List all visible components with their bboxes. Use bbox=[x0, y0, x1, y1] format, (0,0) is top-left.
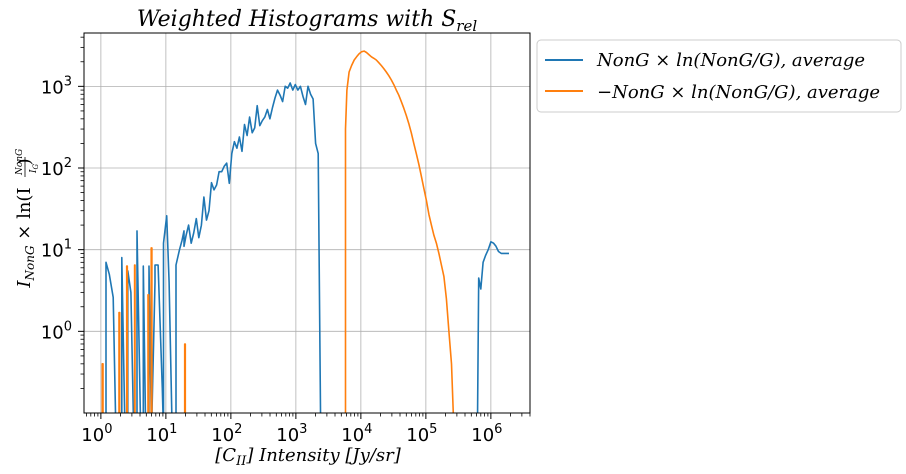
x-tick-label: 101 bbox=[146, 422, 177, 446]
svg-text:INonG × ln(I): INonG × ln(I) bbox=[14, 158, 37, 288]
y-tick-label: 102 bbox=[41, 156, 72, 180]
x-axis: 100 101 102 103 104 105 106 bbox=[81, 413, 531, 446]
grid bbox=[84, 33, 530, 413]
x-tick-label: 103 bbox=[276, 422, 307, 446]
legend: NonG × ln(NonG/G), average −NonG × ln(No… bbox=[536, 39, 902, 113]
chart-title: Weighted Histograms with Srel bbox=[137, 7, 478, 35]
series-line-1 bbox=[101, 50, 455, 413]
legend-box bbox=[536, 39, 902, 113]
svg-text:NonG: NonG bbox=[15, 149, 25, 176]
series-layer bbox=[101, 50, 509, 413]
y-tick-label: 103 bbox=[41, 74, 72, 98]
x-tick-label: 102 bbox=[211, 422, 242, 446]
x-tick-label: 106 bbox=[471, 422, 502, 446]
y-axis-label: INonG × ln(I) NonG IG bbox=[14, 149, 40, 289]
y-axis: 100 101 102 103 bbox=[41, 36, 84, 389]
legend-label-neg-nong: −NonG × ln(NonG/G), average bbox=[597, 82, 880, 103]
series-line-0 bbox=[105, 82, 322, 413]
x-axis-label: [CII] Intensity [Jy/sr] bbox=[215, 445, 401, 469]
legend-label-nong: NonG × ln(NonG/G), average bbox=[596, 50, 865, 71]
y-tick-label: 101 bbox=[41, 238, 72, 262]
plot-frame bbox=[83, 32, 531, 414]
x-tick-label: 100 bbox=[81, 422, 112, 446]
y-tick-label: 100 bbox=[41, 319, 72, 343]
x-tick-label: 104 bbox=[341, 422, 372, 446]
svg-text:IG: IG bbox=[29, 163, 40, 174]
x-tick-label: 105 bbox=[406, 422, 437, 446]
series-line-0-tail bbox=[476, 241, 509, 413]
